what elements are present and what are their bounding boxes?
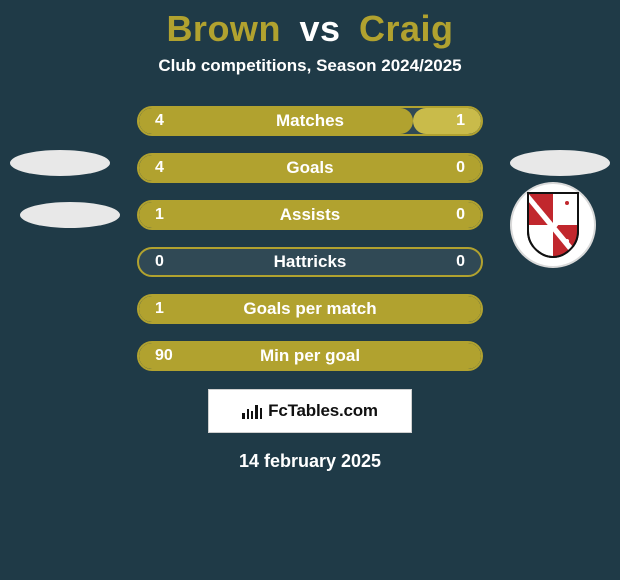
stat-value-right: 0	[431, 206, 481, 224]
subtitle: Club competitions, Season 2024/2025	[0, 56, 620, 76]
stat-label: Hattricks	[189, 252, 431, 272]
badge-text: FcTables.com	[268, 401, 378, 421]
stat-value-left: 4	[139, 159, 189, 177]
bar-icon-segment	[260, 408, 262, 419]
bar-icon-segment	[242, 413, 244, 419]
stat-row: 4Matches1	[137, 106, 483, 136]
stat-row: 1Goals per match	[137, 294, 483, 324]
stat-value-left: 0	[139, 253, 189, 271]
bar-icon-segment	[247, 409, 249, 419]
stat-row: 1Assists0	[137, 200, 483, 230]
date: 14 february 2025	[0, 451, 620, 472]
stat-label: Goals	[189, 158, 431, 178]
stat-value-right: 0	[431, 159, 481, 177]
stat-row: 4Goals0	[137, 153, 483, 183]
stat-row: 0Hattricks0	[137, 247, 483, 277]
player2-name: Craig	[359, 8, 454, 49]
stat-value-left: 4	[139, 112, 189, 130]
stat-label: Matches	[189, 111, 431, 131]
stat-value-right: 1	[431, 112, 481, 130]
player1-name: Brown	[166, 8, 281, 49]
bar-icon-segment	[255, 405, 257, 419]
shield-icon	[524, 191, 582, 259]
stat-value-right: 0	[431, 253, 481, 271]
page-title: Brown vs Craig	[0, 0, 620, 50]
title-vs: vs	[299, 8, 340, 49]
bars-icon	[242, 403, 262, 419]
stat-value-left: 1	[139, 206, 189, 224]
stat-label: Assists	[189, 205, 431, 225]
stat-row: 90Min per goal	[137, 341, 483, 371]
stat-label: Min per goal	[189, 346, 431, 366]
bar-icon-segment	[251, 411, 253, 419]
player2-crest-slot	[498, 170, 608, 280]
comparison-card: Brown vs Craig Club competitions, Season…	[0, 0, 620, 580]
stat-label: Goals per match	[189, 299, 431, 319]
fctables-badge: FcTables.com	[208, 389, 412, 433]
club-crest	[510, 182, 596, 268]
player1-crest-slot	[15, 160, 125, 270]
stat-value-left: 90	[139, 347, 189, 365]
stat-value-left: 1	[139, 300, 189, 318]
placeholder-ellipse	[20, 202, 120, 228]
